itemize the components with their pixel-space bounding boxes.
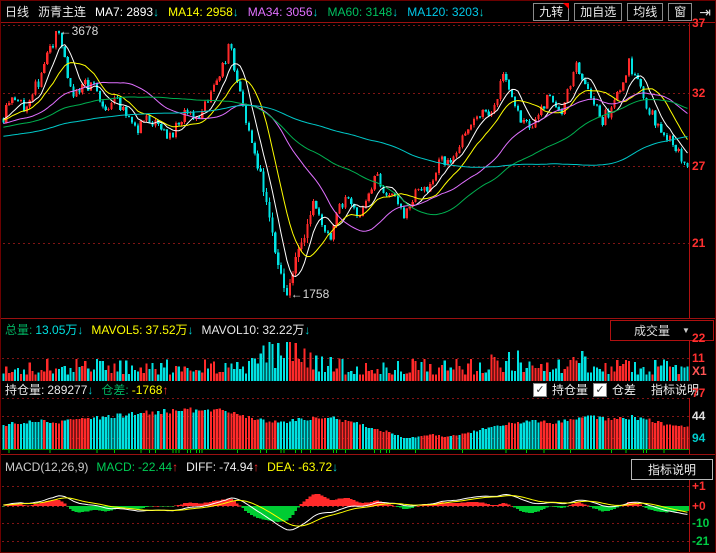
indicator-help-button[interactable]: 指标说明 [631, 459, 713, 480]
macd-value: -22.44 [138, 459, 173, 474]
axis-label: -21 [692, 534, 710, 548]
down-arrow-icon: ↓ [392, 4, 399, 19]
axis-label: 37 [692, 16, 706, 30]
axis-label: +1 [692, 479, 706, 493]
ma-value: MA7: 2893↓ [95, 4, 160, 19]
macd-chart[interactable] [2, 479, 689, 552]
axis-label: 11 [692, 351, 705, 365]
right-axis-separator [689, 23, 690, 552]
mavol5-label: MAVOL5: [91, 322, 143, 337]
down-arrow-icon: ↓ [153, 4, 160, 19]
axis-label: 94 [692, 431, 706, 445]
volume-header: 总量: 13.05万 ↓ MAVOL5: 37.52万 ↓ MAVOL10: 3… [1, 318, 715, 341]
axis-label: 32 [692, 86, 706, 100]
low-annotation: ←1758 [290, 287, 330, 302]
ma-indicator-values: MA7: 2893↓ MA14: 2958↓ MA34: 3056↓ MA60: 31… [95, 5, 494, 19]
indicator-help-button[interactable]: 指标说明 [650, 383, 699, 397]
open-interest-header: 持仓量: 289277 ↓ 仓差: -1768 ↑ ✓ 持仓量 ✓ 仓差 指标说… [1, 381, 715, 398]
down-arrow-icon: ↓ [187, 322, 194, 337]
price-chart[interactable] [2, 24, 689, 317]
up-arrow-icon: ↑ [172, 459, 179, 474]
down-arrow-icon: ↓ [77, 322, 84, 337]
window-button[interactable]: 窗 [668, 2, 693, 21]
mavol5-value: 37.52万 [145, 323, 188, 337]
indicator-readout: 日线 沥青主连 MA7: 2893↓ MA14: 2958↓ MA34: 3056↓… [5, 3, 494, 20]
volume-type-dropdown[interactable]: 成交量 ▼ [610, 320, 714, 341]
down-arrow-icon: ↓ [312, 4, 319, 19]
axis-label: 21 [692, 236, 706, 250]
signal-badge-icon [563, 2, 570, 9]
oi-change-value: -1768 [131, 382, 163, 397]
down-arrow-icon: ↓ [87, 382, 94, 397]
oi-checkbox-label: 持仓量 [551, 383, 588, 397]
chevron-down-icon: ▼ [682, 326, 690, 335]
oi-change-checkbox-label: 仓差 [611, 383, 636, 397]
diff-value: -74.94 [219, 459, 254, 474]
oi-checkbox[interactable]: ✓ [532, 382, 547, 397]
period-label: 日线 [5, 5, 30, 19]
collapse-panel-icon[interactable]: ⇥ [699, 3, 711, 20]
oi-pane-controls: ✓ 持仓量 ✓ 仓差 指标说明 [532, 381, 711, 398]
dea-value: -63.72 [298, 459, 333, 474]
oi-label: 持仓量: [5, 383, 45, 397]
axis-label: 44 [692, 409, 706, 423]
toolbar: 日线 沥青主连 MA7: 2893↓ MA14: 2958↓ MA34: 3056↓… [1, 1, 715, 23]
ma-value: MA120: 3203↓ [407, 4, 485, 19]
oi-change-label: 仓差: [101, 383, 129, 397]
oi-change-checkbox[interactable]: ✓ [592, 382, 607, 397]
volume-chart[interactable] [2, 340, 689, 381]
toolbar-buttons: 九转 加自选 均线窗 ⇥ [533, 2, 711, 21]
dea-label: DEA: [267, 459, 296, 474]
ma-value: MA14: 2958↓ [168, 4, 239, 19]
down-arrow-icon: ↓ [232, 4, 239, 19]
axis-label: -10 [692, 516, 710, 530]
volume-total-value: 13.05万 [35, 323, 78, 337]
volume-total-label: 总量: [5, 323, 33, 337]
axis-label: X1 [692, 364, 707, 378]
axis-label: 22 [692, 331, 706, 345]
down-arrow-icon: ↓ [304, 322, 311, 337]
down-arrow-icon: ↓ [478, 4, 485, 19]
ma-value: MA60: 3148↓ [327, 4, 399, 19]
ma-lines-button[interactable]: 均线 [627, 2, 664, 21]
axis-label: 77 [692, 386, 706, 400]
mavol10-label: MAVOL10: [201, 322, 260, 337]
add-to-watchlist-button[interactable]: 加自选 [574, 2, 623, 21]
macd-params-label: MACD(12,26,9) [5, 459, 89, 474]
macd-label: MACD: [96, 459, 136, 474]
axis-label: +0 [692, 499, 706, 513]
open-interest-chart[interactable] [2, 398, 689, 454]
nine-turn-button[interactable]: 九转 [533, 2, 570, 21]
high-annotation: ←3678 [59, 23, 99, 38]
up-arrow-icon: ↑ [162, 382, 169, 397]
volume-type-value: 成交量 [634, 324, 671, 338]
symbol-label: 沥青主连 [38, 5, 87, 19]
ma-value: MA34: 3056↓ [247, 4, 319, 19]
diff-label: DIFF: [186, 459, 217, 474]
down-arrow-icon: ↓ [332, 459, 339, 474]
oi-value: 289277 [47, 382, 88, 397]
macd-header: MACD(12,26,9) MACD: -22.44 ↑ DIFF: -74.9… [1, 454, 715, 480]
up-arrow-icon: ↑ [253, 459, 260, 474]
mavol10-value: 32.22万 [262, 323, 305, 337]
axis-label: 27 [692, 159, 706, 173]
